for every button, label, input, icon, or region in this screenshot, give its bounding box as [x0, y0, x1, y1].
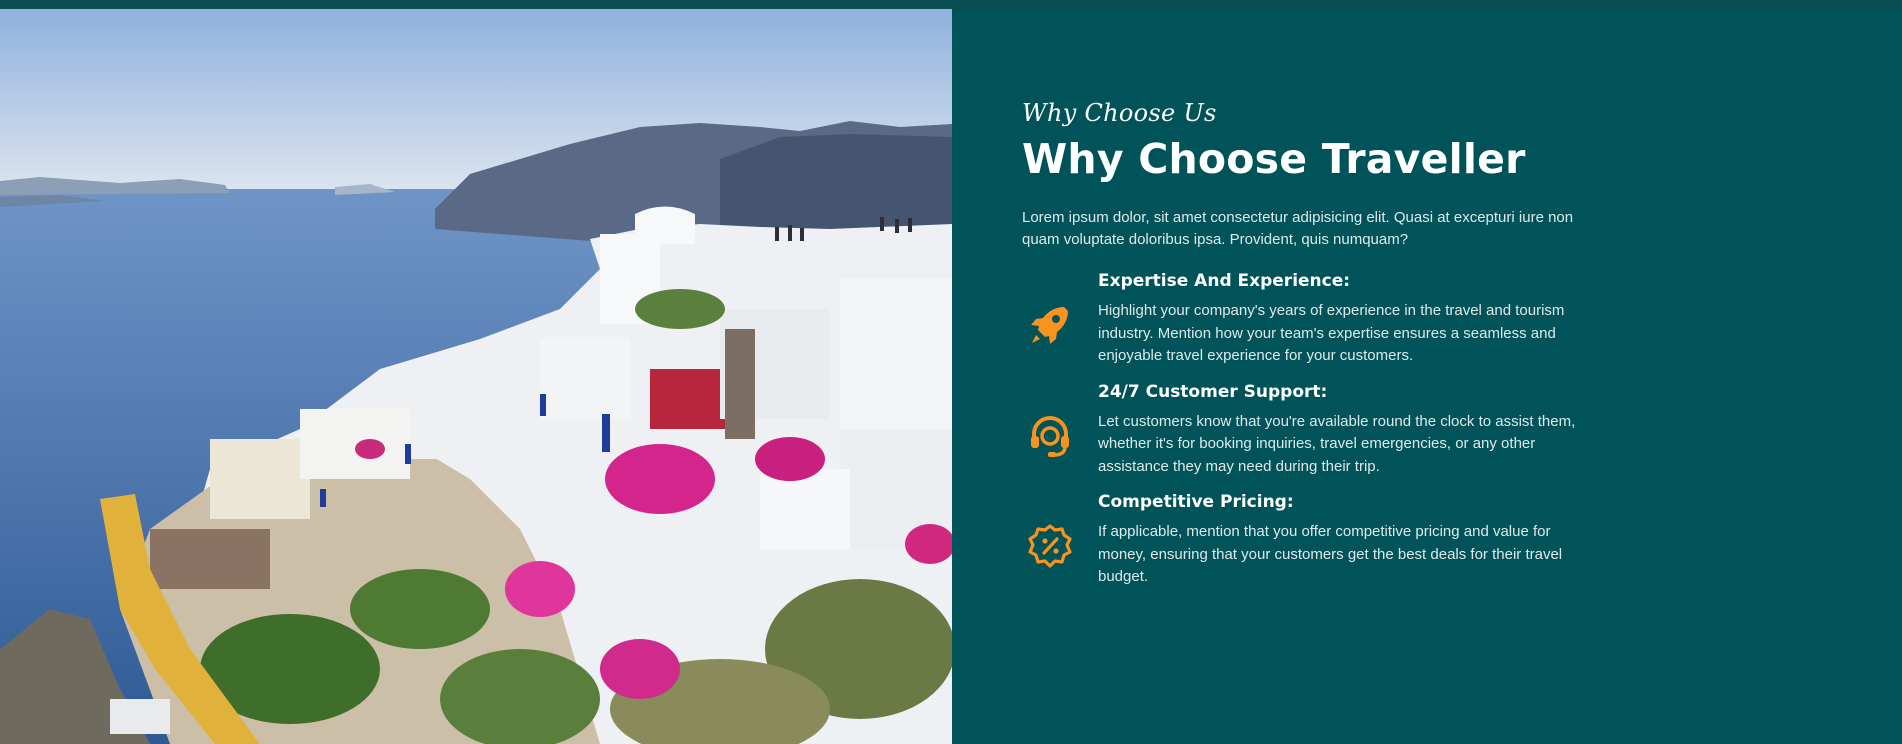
section-title: Why Choose Traveller — [1022, 135, 1526, 183]
feature-item-support: 24/7 Customer Support: Let customers kno… — [1022, 382, 1592, 479]
headset-icon — [1022, 408, 1078, 464]
feature-text: Let customers know that you're available… — [1098, 412, 1576, 475]
why-choose-panel: Why Choose Us Why Choose Traveller Lorem… — [952, 9, 1902, 744]
discount-badge-icon — [1022, 518, 1078, 574]
feature-item-expertise: Expertise And Experience: Highlight your… — [1022, 271, 1592, 368]
section-intro: Lorem ipsum dolor, sit amet consectetur … — [1022, 209, 1574, 248]
feature-title: Competitive Pricing: — [1098, 492, 1294, 512]
why-choose-content: Why Choose Us Why Choose Traveller Lorem… — [1022, 99, 1592, 603]
feature-list: Expertise And Experience: Highlight your… — [1022, 271, 1592, 589]
feature-title: 24/7 Customer Support: — [1098, 381, 1328, 402]
section-eyebrow: Why Choose Us — [1022, 99, 1217, 127]
feature-text: If applicable, mention that you offer co… — [1098, 523, 1563, 585]
feature-title: Expertise And Experience: — [1098, 271, 1351, 291]
feature-text: Highlight your company's years of experi… — [1098, 302, 1565, 364]
rocket-icon — [1022, 297, 1078, 353]
top-bar — [0, 0, 1902, 9]
santorini-photo — [0, 9, 952, 744]
feature-item-pricing: Competitive Pricing: If applicable, ment… — [1022, 492, 1592, 589]
